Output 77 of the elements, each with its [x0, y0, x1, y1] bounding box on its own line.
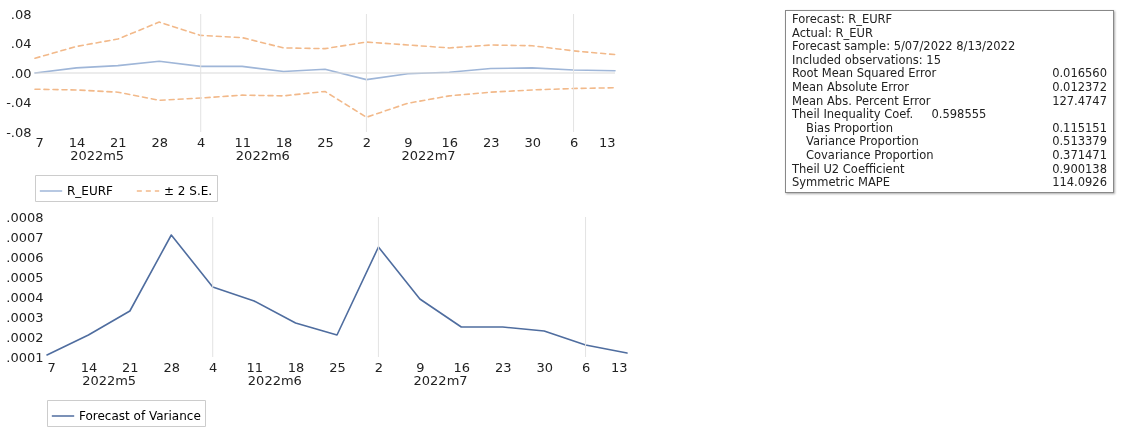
- x-tick-label: 28: [151, 134, 169, 150]
- x-tick-label: 21: [110, 134, 127, 150]
- text: 0.371471: [1052, 147, 1107, 162]
- x-tick-label: 25: [329, 359, 346, 375]
- x-tick-label: 18: [287, 359, 305, 375]
- x-tick-label: 7: [47, 359, 56, 375]
- x-tick-label: 9: [416, 359, 425, 375]
- text: 0.016560: [1052, 66, 1107, 81]
- text: 0.513379: [1052, 134, 1107, 149]
- text: 2022m7: [413, 373, 468, 388]
- category-label: Included observations: 15: [792, 52, 941, 67]
- category-label: Forecast: R_EURF: [792, 12, 893, 27]
- line-series: [34, 21, 616, 60]
- y-tick-label: .08: [10, 6, 32, 22]
- category-label: Bias Proportion: [805, 120, 894, 135]
- y-tick-label: .0003: [6, 309, 44, 325]
- text: 2022m6: [247, 373, 302, 388]
- text: 2022m5: [70, 148, 125, 163]
- y-tick-label: .0002: [6, 329, 44, 345]
- category-label: Theil U2 Coefficient: [792, 161, 905, 176]
- text: 0.900138: [1052, 161, 1107, 176]
- text: 0.012372: [1052, 79, 1107, 94]
- text: 127.4747: [1052, 93, 1107, 108]
- y-tick-label: .0008: [6, 209, 44, 225]
- y-tick-label: .0004: [6, 289, 44, 305]
- text: 0.115151: [1052, 120, 1107, 135]
- legend-label: Forecast of Variance: [79, 409, 201, 423]
- line-series: [34, 86, 616, 119]
- x-tick-label: 11: [246, 359, 263, 375]
- category-label: Mean Absolute Error: [792, 79, 909, 95]
- y-tick-label: .00: [10, 65, 32, 81]
- x-tick-label: 14: [80, 359, 98, 375]
- line-series: [46, 234, 628, 356]
- x-tick-label: 7: [35, 134, 44, 150]
- category-label: Root Mean Squared Error: [792, 66, 937, 81]
- x-tick-label: 23: [494, 359, 512, 375]
- x-tick-label: 21: [122, 359, 139, 375]
- legend-label: R_EURF: [67, 184, 114, 198]
- text: 2022m7: [401, 148, 456, 163]
- x-tick-label: 4: [197, 134, 206, 150]
- x-tick-label: 30: [524, 134, 541, 150]
- category-label: Actual: R_EUR: [792, 25, 873, 40]
- category-label: Mean Abs. Percent Error: [792, 93, 931, 108]
- y-tick-label: .0005: [6, 269, 44, 285]
- x-tick-label: 14: [68, 134, 86, 150]
- x-tick-label: 11: [234, 134, 251, 150]
- x-tick-label: 13: [610, 359, 628, 375]
- x-tick-label: 23: [482, 134, 500, 150]
- x-tick-label: 16: [441, 134, 459, 150]
- legend-label: ± 2 S.E.: [164, 184, 213, 198]
- text: 2022m5: [82, 373, 137, 388]
- x-tick-label: 16: [453, 359, 471, 375]
- x-tick-label: 30: [536, 359, 553, 375]
- x-tick-label: 25: [317, 134, 334, 150]
- category-label: Theil Inequality Coef. 0.598555: [792, 107, 987, 122]
- x-tick-label: 28: [163, 359, 181, 375]
- category-label: Symmetric MAPE: [792, 175, 890, 190]
- x-tick-label: 9: [404, 134, 413, 150]
- x-tick-label: 2: [374, 359, 384, 375]
- x-tick-label: 6: [569, 134, 579, 150]
- x-tick-label: 18: [275, 134, 293, 150]
- text: 2022m6: [235, 148, 290, 163]
- category-label: Variance Proportion: [805, 134, 919, 149]
- y-tick-label: .0007: [6, 229, 44, 245]
- x-tick-label: 2: [362, 134, 372, 150]
- text: 114.0926: [1052, 175, 1107, 190]
- y-tick-label: -.04: [6, 95, 32, 110]
- category-label: Covariance Proportion: [805, 147, 934, 163]
- y-tick-label: .0001: [6, 349, 44, 365]
- category-label: Forecast sample: 5/07/2022 8/13/2022: [792, 39, 1016, 54]
- y-tick-label: .04: [10, 36, 32, 51]
- y-tick-label: -.08: [6, 124, 32, 140]
- y-tick-label: .0006: [6, 249, 44, 265]
- x-tick-label: 13: [598, 134, 616, 150]
- x-tick-label: 4: [209, 359, 218, 375]
- line-series: [34, 60, 616, 81]
- x-tick-label: 6: [581, 359, 591, 375]
